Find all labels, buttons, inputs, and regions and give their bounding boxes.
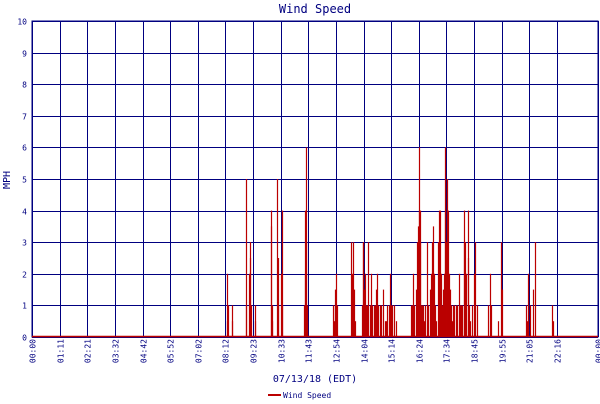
x-tick-label: 16:24 bbox=[416, 339, 425, 363]
y-tick-label: 3 bbox=[22, 239, 27, 248]
x-tick-label: 02:21 bbox=[84, 339, 93, 363]
x-tick-label: 00:00 bbox=[595, 339, 600, 363]
x-tick-label: 22:16 bbox=[554, 339, 563, 363]
grid bbox=[32, 21, 599, 338]
y-axis-label: MPH bbox=[2, 171, 13, 189]
x-tick-label: 12:54 bbox=[333, 339, 342, 363]
x-tick-label: 10:33 bbox=[278, 339, 287, 363]
x-tick-label: 05:52 bbox=[167, 339, 176, 363]
x-tick-label: 17:34 bbox=[443, 339, 452, 363]
x-tick-label: 21:05 bbox=[526, 339, 535, 363]
x-tick-label: 08:12 bbox=[222, 339, 231, 363]
x-tick-label: 04:42 bbox=[140, 339, 149, 363]
x-tick-label: 00:00 bbox=[29, 339, 38, 363]
y-tick-label: 7 bbox=[22, 113, 27, 122]
x-tick-label: 03:32 bbox=[112, 339, 121, 363]
x-tick-label: 11:43 bbox=[305, 339, 314, 363]
y-tick-label: 2 bbox=[22, 271, 27, 280]
x-tick-label: 01:11 bbox=[57, 339, 66, 363]
y-tick-label: 8 bbox=[22, 81, 27, 90]
x-tick-label: 07:02 bbox=[195, 339, 204, 363]
x-axis: 00:00 01:11 02:21 03:32 04:42 05:52 07:02 08:12… bbox=[29, 339, 600, 363]
y-tick-label: 5 bbox=[22, 176, 27, 185]
y-tick-label: 10 bbox=[17, 18, 27, 27]
x-tick-label: 14:04 bbox=[361, 339, 370, 363]
y-tick-label: 1 bbox=[22, 302, 27, 311]
chart-title: Wind Speed bbox=[279, 2, 351, 16]
legend-label: Wind Speed bbox=[283, 391, 331, 400]
y-tick-label: 9 bbox=[22, 50, 27, 59]
y-axis: 0 1 2 3 4 5 6 7 8 9 10 bbox=[17, 18, 27, 343]
legend: Wind Speed bbox=[268, 391, 331, 400]
x-tick-label: 18:45 bbox=[471, 339, 480, 363]
x-tick-label: 19:55 bbox=[499, 339, 508, 363]
x-axis-label: 07/13/18 (EDT) bbox=[273, 374, 357, 385]
x-tick-label: 09:23 bbox=[250, 339, 259, 363]
y-tick-label: 0 bbox=[22, 334, 27, 343]
y-tick-label: 6 bbox=[22, 144, 27, 153]
y-tick-label: 4 bbox=[22, 208, 27, 217]
x-tick-label: 15:14 bbox=[388, 339, 397, 363]
